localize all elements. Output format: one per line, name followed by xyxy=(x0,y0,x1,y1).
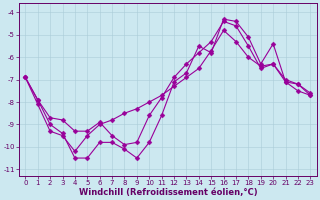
X-axis label: Windchill (Refroidissement éolien,°C): Windchill (Refroidissement éolien,°C) xyxy=(78,188,257,197)
